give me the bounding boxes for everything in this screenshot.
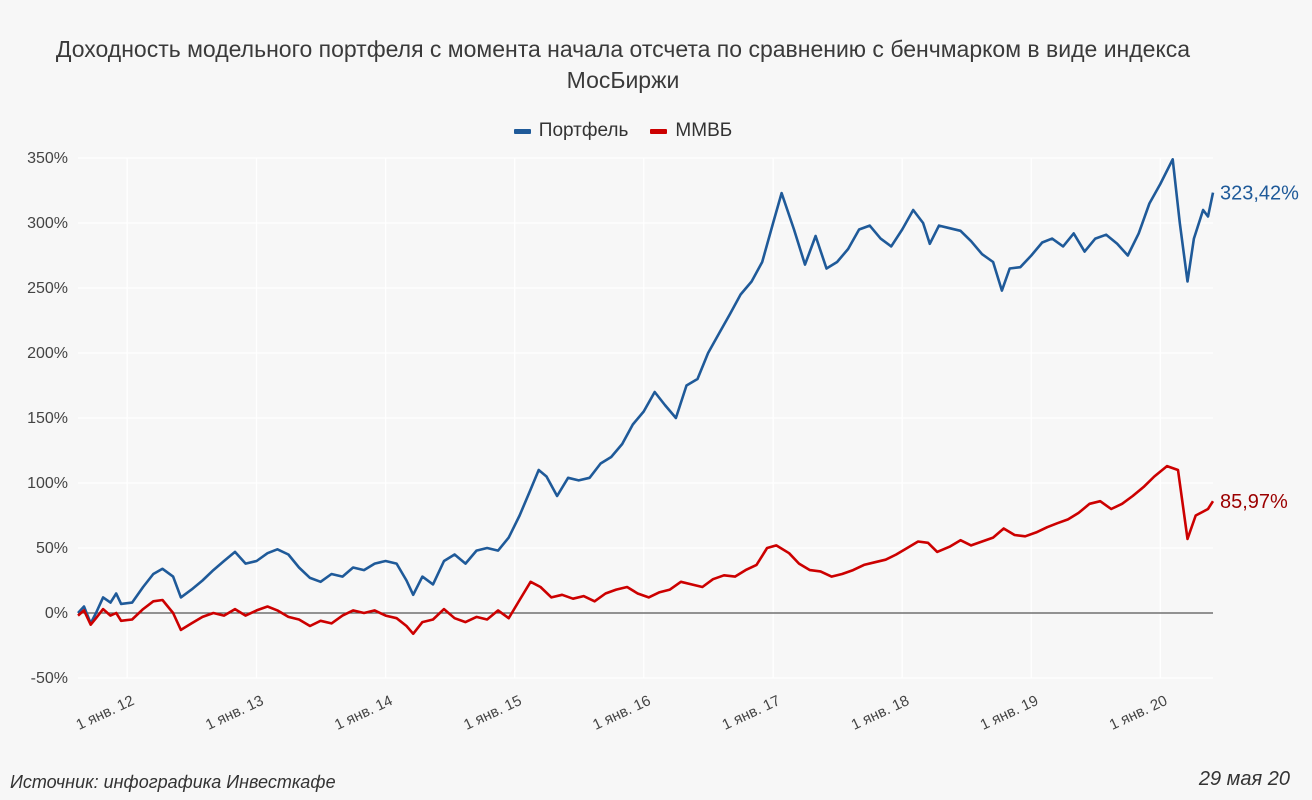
axis-layer: -50% 0% 50% 100% 150% 200% 250% 300% 350% 1 янв. … xyxy=(27,150,1213,734)
index-line xyxy=(77,464,1215,636)
x-tick-label: 1 янв. 20 xyxy=(1107,692,1170,734)
x-tick-label: 1 янв. 12 xyxy=(74,692,137,734)
y-tick-label: 0% xyxy=(45,605,68,622)
legend-swatch-portfolio xyxy=(513,128,531,134)
legend-item-portfolio[interactable]: Портфель xyxy=(513,120,629,142)
x-tick-label: 1 янв. 19 xyxy=(978,692,1041,734)
y-tick-label: 300% xyxy=(27,215,68,232)
x-tick-label: 1 янв. 17 xyxy=(720,692,783,734)
y-tick-label: 50% xyxy=(36,540,68,557)
y-tick-label: 250% xyxy=(27,280,68,297)
label-layer: 323,42% 85,97% xyxy=(1220,183,1299,514)
y-tick-label: 100% xyxy=(27,475,68,492)
legend: Портфель ММВБ xyxy=(0,120,1246,142)
x-tick-label: 1 янв. 15 xyxy=(461,692,524,734)
y-tick-label: -50% xyxy=(31,670,68,687)
grid-layer xyxy=(78,157,1213,679)
portfolio-line xyxy=(77,158,1215,625)
series-layer xyxy=(77,158,1215,636)
x-tick-label: 1 янв. 18 xyxy=(849,692,912,734)
legend-label-portfolio: Портфель xyxy=(538,120,629,141)
legend-label-index: ММВБ xyxy=(675,120,733,141)
y-tick-label: 350% xyxy=(27,150,68,167)
x-tick-label: 1 янв. 14 xyxy=(332,692,395,734)
y-tick-label: 200% xyxy=(27,345,68,362)
chart-title: Доходность модельного портфеля с момента… xyxy=(55,36,1191,93)
source-note: Источник: инфографика Инвесткафе xyxy=(10,772,336,792)
index-end-label: 85,97% xyxy=(1220,491,1288,513)
x-tick-label: 1 янв. 16 xyxy=(590,692,653,734)
x-tick-label: 1 янв. 13 xyxy=(203,692,266,734)
portfolio-end-label: 323,42% xyxy=(1220,183,1299,205)
date-stamp: 29 мая 20 xyxy=(1198,768,1290,790)
legend-item-index[interactable]: ММВБ xyxy=(650,120,732,142)
y-tick-label: 150% xyxy=(27,410,68,427)
legend-swatch-index xyxy=(650,128,668,134)
